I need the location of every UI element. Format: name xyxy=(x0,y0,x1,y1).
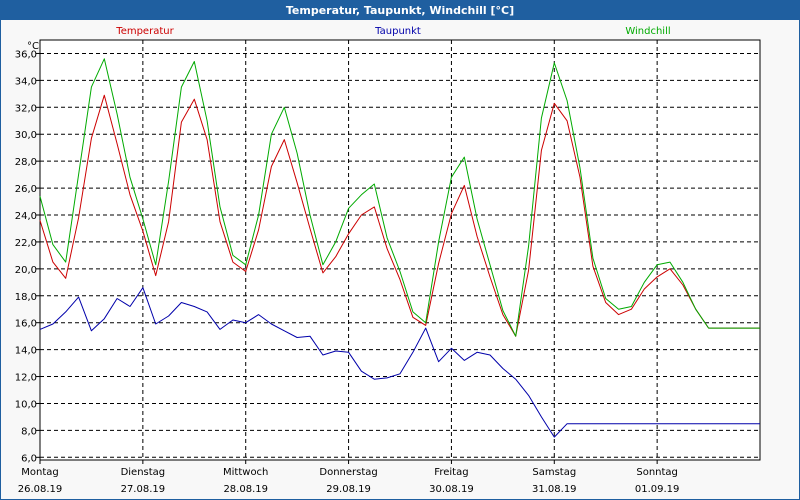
y-tick-label: 16,0 xyxy=(15,319,37,330)
day-label: Donnerstag xyxy=(319,467,377,478)
y-tick-label: 12,0 xyxy=(15,373,37,384)
day-label: Samstag xyxy=(532,467,576,478)
legend: Temperatur Taupunkt Windchill xyxy=(115,26,670,37)
date-label: 01.09.19 xyxy=(635,484,680,495)
date-label: 29.08.19 xyxy=(326,484,371,495)
plot-area xyxy=(39,39,761,461)
grid-lines xyxy=(40,40,760,460)
date-label: 31.08.19 xyxy=(532,484,577,495)
legend-item-temperatur: Temperatur xyxy=(115,26,174,37)
y-tick-label: 10,0 xyxy=(15,399,37,410)
series-line-temperatur xyxy=(39,94,760,337)
date-label: 30.08.19 xyxy=(429,484,474,495)
y-axis: 6,0 8,0 10,0 12,0 14,0 16,0 18,0 20,0 22,0 24,0 26… xyxy=(15,41,40,464)
y-tick-label: 20,0 xyxy=(15,265,37,276)
y-tick-label: 14,0 xyxy=(15,346,37,357)
day-label: Freitag xyxy=(434,467,468,478)
x-axis: Montag 26.08.19 Dienstag 27.08.19 Mittwoch 28… xyxy=(18,460,680,495)
date-label: 27.08.19 xyxy=(121,484,166,495)
y-tick-label: 28,0 xyxy=(15,157,37,168)
series-line-taupunkt xyxy=(39,287,760,438)
date-label: 26.08.19 xyxy=(18,484,63,495)
series-line-windchill xyxy=(39,58,760,337)
day-label: Montag xyxy=(21,467,58,478)
legend-item-taupunkt: Taupunkt xyxy=(374,26,421,37)
legend-item-windchill: Windchill xyxy=(625,26,670,37)
y-tick-label: 24,0 xyxy=(15,211,37,222)
y-tick-label: 6,0 xyxy=(21,453,37,464)
date-label: 28.08.19 xyxy=(223,484,268,495)
day-label: Dienstag xyxy=(121,467,166,478)
y-tick-label: 26,0 xyxy=(15,184,37,195)
day-label: Mittwoch xyxy=(223,467,268,478)
y-tick-label: 36,0 xyxy=(15,49,37,60)
day-label: Sonntag xyxy=(636,467,678,478)
y-axis-label: °C xyxy=(27,41,39,52)
y-tick-label: 30,0 xyxy=(15,130,37,141)
y-tick-label: 18,0 xyxy=(15,292,37,303)
y-tick-label: 8,0 xyxy=(21,426,37,437)
series-lines xyxy=(39,58,760,438)
window-title: Temperatur, Taupunkt, Windchill [°C] xyxy=(1,1,799,20)
y-tick-label: 34,0 xyxy=(15,76,37,87)
y-tick-label: 22,0 xyxy=(15,238,37,249)
y-tick-label: 32,0 xyxy=(15,103,37,114)
